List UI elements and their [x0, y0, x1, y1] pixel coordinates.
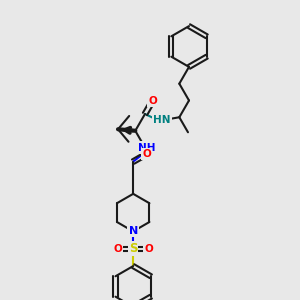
Text: O: O [142, 149, 151, 159]
Text: HN: HN [154, 115, 171, 125]
Text: N: N [129, 226, 138, 236]
Text: O: O [148, 96, 157, 106]
Text: S: S [129, 242, 137, 255]
Text: NH: NH [138, 142, 155, 152]
Text: O: O [113, 244, 122, 254]
Text: O: O [144, 244, 153, 254]
